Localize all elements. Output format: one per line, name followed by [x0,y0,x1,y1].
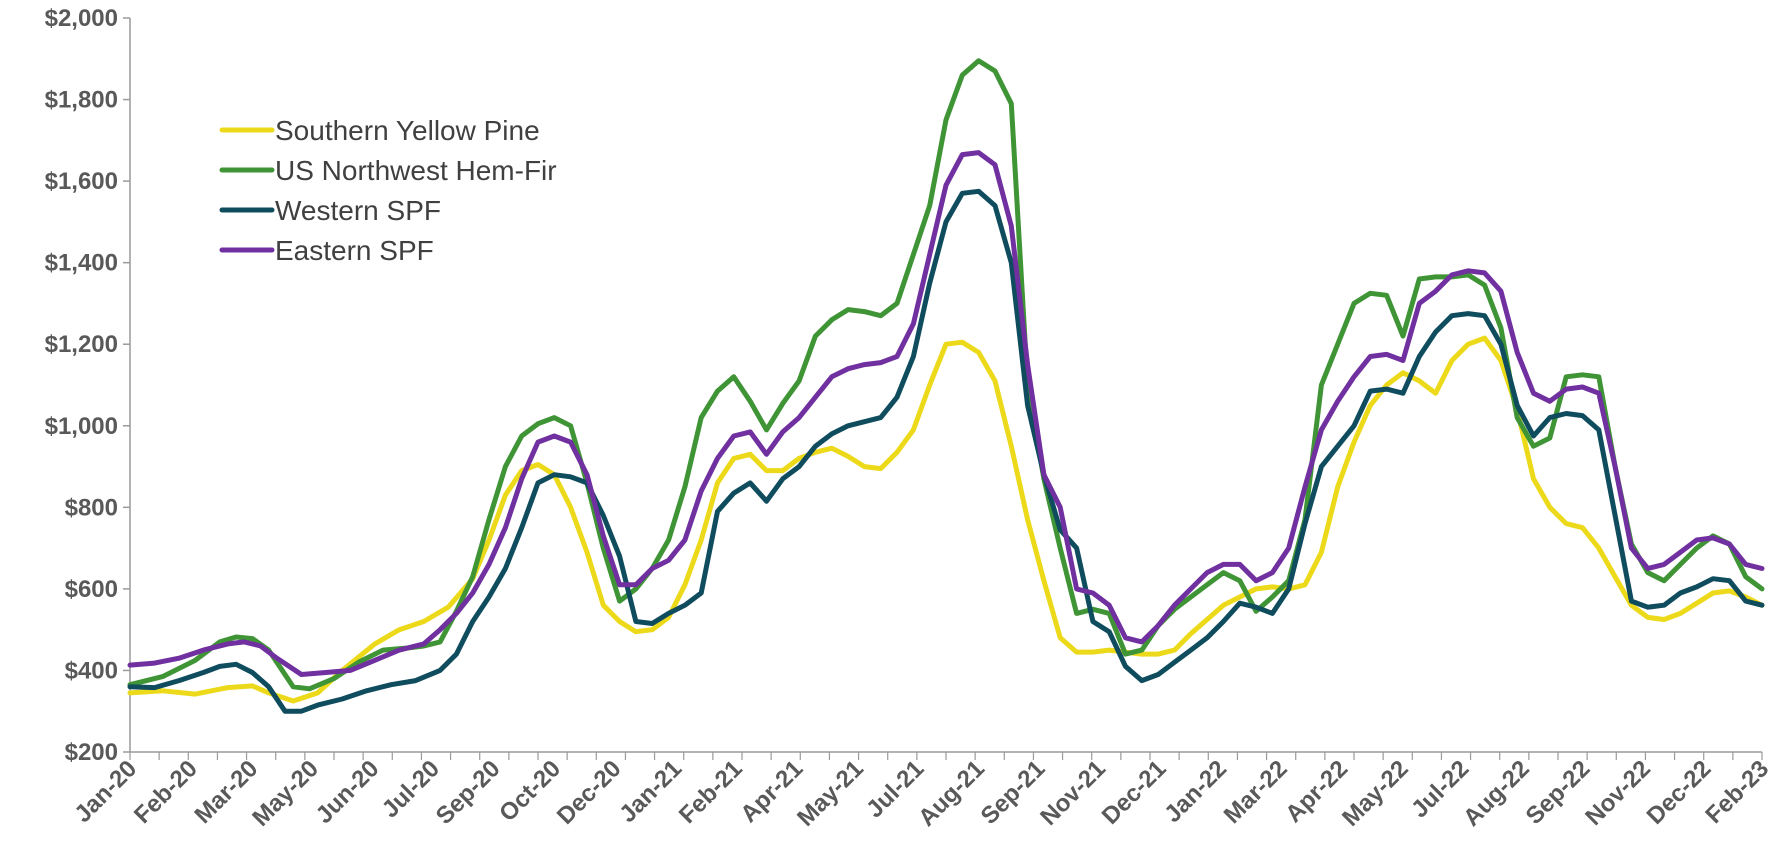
x-tick-label: Sep-21 [976,755,1051,830]
legend-label: US Northwest Hem-Fir [275,155,557,186]
x-tick-label: Nov-21 [1035,755,1111,831]
legend-label: Eastern SPF [275,235,434,266]
y-tick-label: $2,000 [45,5,118,32]
y-tick-label: $1,000 [45,413,118,440]
series-line-us-northwest-hem-fir [127,58,1765,692]
x-tick-label: Dec-20 [552,755,627,830]
x-tick-label: Oct-20 [494,755,566,827]
x-tick-label: May-20 [247,755,324,832]
x-tick-label: Jan-21 [614,755,687,828]
series-line-eastern-spf [127,150,1765,677]
x-tick-label: Jan-22 [1159,755,1232,828]
y-tick-label: $1,600 [45,168,118,195]
x-tick-label: Feb-21 [674,755,748,829]
series-line-southern-yellow-pine [127,335,1765,704]
x-tick-label: Sep-22 [1521,755,1596,830]
x-tick-label: May-22 [1337,755,1414,832]
legend-label: Southern Yellow Pine [275,115,540,146]
x-tick-label: Sep-20 [431,755,506,830]
x-tick-label: Dec-21 [1097,755,1172,830]
y-tick-label: $600 [65,576,118,603]
y-tick-label: $200 [65,739,118,766]
x-tick-label: Dec-22 [1642,755,1717,830]
x-tick-label: Jun-20 [311,755,385,829]
y-tick-label: $800 [65,494,118,521]
x-tick-label: May-21 [792,755,869,832]
y-tick-label: $1,400 [45,250,118,277]
x-tick-label: Mar-22 [1219,755,1293,829]
x-tick-label: Aug-22 [1458,755,1535,832]
x-tick-label: Feb-20 [129,755,203,829]
y-tick-label: $400 [65,657,118,684]
x-tick-label: Feb-23 [1700,755,1774,829]
y-tick-label: $1,800 [45,87,118,114]
series-line-western-spf [127,188,1765,714]
legend: Southern Yellow Pine US Northwest Hem-Fir… [219,115,557,266]
x-tick-label: Nov-22 [1580,755,1656,831]
series-lines [127,58,1765,714]
y-tick-label: $1,200 [45,331,118,358]
x-tick-label: Jan-20 [69,755,142,828]
x-tick-label: Aug-21 [913,755,990,832]
legend-label: Western SPF [275,195,441,226]
